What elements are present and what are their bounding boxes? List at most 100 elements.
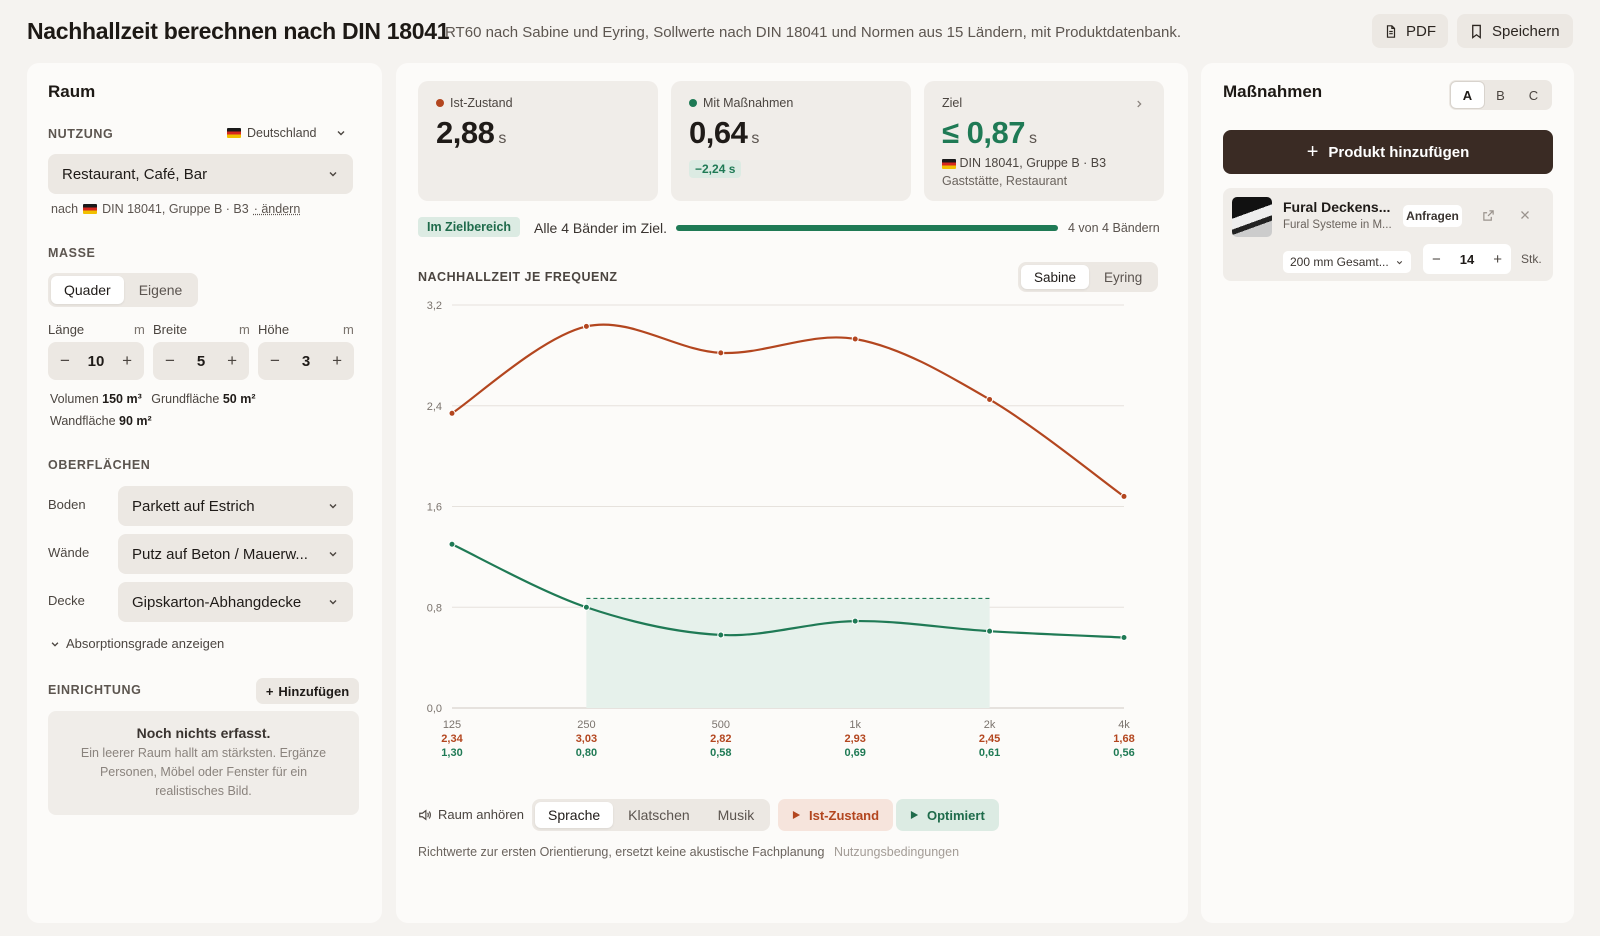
kpi-optimized: Mit Maßnahmen 0,64 s −2,24 s [671, 81, 911, 201]
y-tick-label: 0,0 [427, 703, 442, 715]
kpi-optimized-value: 0,64 s [689, 115, 759, 151]
kpi-delta-badge: −2,24 s [689, 160, 742, 178]
floor-select[interactable]: Parkett auf Estrich [118, 486, 353, 526]
add-furnishing-button[interactable]: + Hinzufügen [256, 678, 359, 704]
save-button[interactable]: Speichern [1457, 14, 1573, 48]
variant-a[interactable]: A [1451, 82, 1484, 108]
kpi-optimized-unit: s [751, 130, 759, 147]
plus-icon[interactable]: + [332, 351, 342, 370]
x-tick-label: 2k [984, 719, 996, 731]
surfaces-label: OBERFLÄCHEN [48, 458, 151, 472]
measures-title: Maßnahmen [1223, 82, 1323, 101]
play-current-button[interactable]: Ist-Zustand [778, 799, 894, 831]
minus-icon[interactable]: − [60, 351, 70, 370]
data-point-ist [717, 349, 725, 357]
plus-icon[interactable]: + [122, 351, 132, 370]
product-thumbnail [1232, 197, 1272, 237]
listen-label: Raum anhören [418, 807, 524, 822]
data-point-ist [448, 409, 456, 417]
minus-icon[interactable]: − [270, 351, 280, 370]
series-line-ist [451, 323, 1125, 498]
target-norm-text: DIN 18041, Gruppe B · B3 [959, 156, 1107, 170]
shape-toggle: Quader Eigene [48, 273, 199, 307]
sound-klatschen[interactable]: Klatschen [628, 807, 690, 823]
quantity-stepper: − 14 + [1423, 244, 1511, 274]
minus-icon[interactable]: − [1432, 250, 1441, 268]
variant-c[interactable]: C [1528, 87, 1539, 103]
external-link-icon[interactable] [1482, 209, 1495, 222]
shape-option-quader[interactable]: Quader [51, 276, 124, 304]
document-icon [1386, 24, 1396, 38]
quantity-value[interactable]: 14 [1459, 251, 1475, 267]
thickness-select[interactable]: 200 mm Gesamt... [1283, 251, 1411, 273]
data-point-mit [717, 631, 725, 639]
shape-option-eigene[interactable]: Eigene [138, 282, 183, 298]
absorption-toggle[interactable]: Absorptionsgrade anzeigen [50, 636, 224, 651]
speaker-icon [419, 808, 431, 821]
terms-link[interactable]: Nutzungsbedingungen [833, 845, 960, 859]
request-button[interactable]: Anfragen [1403, 205, 1462, 227]
data-label-ist: 2,82 [710, 733, 731, 745]
target-norm-sub: Gaststätte, Restaurant [942, 174, 1068, 188]
length-label: Länge [48, 322, 85, 337]
x-tick-label: 500 [712, 719, 730, 731]
height-unit: m [343, 322, 354, 337]
kpi-optimized-label-text: Mit Maßnahmen [703, 96, 794, 110]
disclaimer: Richtwerte zur ersten Orientierung, erse… [418, 845, 959, 859]
kpi-target-number: ≤ 0,87 [942, 115, 1025, 150]
method-sabine[interactable]: Sabine [1021, 265, 1090, 289]
play-optimized-button[interactable]: Optimiert [896, 799, 999, 831]
volume-stats: Volumen 150 m³ Grundfläche 50 m² [50, 392, 255, 406]
method-toggle: Sabine Eyring [1018, 262, 1159, 292]
data-label-mit: 0,56 [1113, 747, 1134, 759]
walls-select[interactable]: Putz auf Beton / Mauerw... [118, 534, 353, 574]
width-stepper: − 5 + [153, 342, 249, 380]
chevron-down-icon [337, 131, 344, 136]
floor-value: Parkett auf Estrich [132, 497, 255, 515]
plus-icon: + [265, 683, 274, 699]
country-select[interactable]: Deutschland [227, 126, 347, 140]
listen-controls: Raum anhören Sprache Klatschen Musik Ist… [418, 799, 1178, 831]
kpi-optimized-label: Mit Maßnahmen [689, 96, 793, 110]
variant-b[interactable]: B [1496, 87, 1505, 103]
data-label-mit: 1,30 [441, 747, 462, 759]
play-optimized-label: Optimiert [927, 807, 985, 823]
add-product-button[interactable]: + Produkt hinzufügen [1223, 130, 1553, 174]
pdf-label: PDF [1406, 22, 1436, 40]
wall-area-value: 90 m² [119, 414, 152, 428]
play-current-label: Ist-Zustand [809, 807, 880, 823]
volume-label: Volumen [50, 392, 99, 406]
chevron-right-icon [1137, 100, 1142, 108]
chart-title: NACHHALLZEIT JE FREQUENZ [418, 270, 618, 284]
norm-change-link[interactable]: · ändern [253, 202, 301, 216]
kpi-current-number: 2,88 [436, 115, 495, 150]
in-target-badge: Im Zielbereich [418, 217, 521, 237]
ceiling-select[interactable]: Gipskarton-Abhangdecke [118, 582, 353, 622]
sound-sprache[interactable]: Sprache [535, 802, 614, 828]
chevron-down-icon [1396, 260, 1403, 264]
measures-panel: Maßnahmen A B C + Produkt hinzufügen Fur… [1201, 63, 1574, 923]
height-value[interactable]: 3 [301, 352, 311, 370]
page-title: Nachhallzeit berechnen nach DIN 18041 [27, 18, 450, 44]
sound-musik[interactable]: Musik [717, 807, 755, 823]
method-eyring[interactable]: Eyring [1104, 269, 1143, 285]
kpi-current-value: 2,88 s [436, 115, 506, 151]
kpi-target-norm: DIN 18041, Gruppe B · B3 Gaststätte, Res… [942, 154, 1106, 190]
chevron-down-icon [329, 172, 337, 177]
norm-prefix: nach [51, 202, 79, 216]
data-point-mit [1120, 633, 1128, 641]
plus-icon[interactable]: + [1493, 250, 1502, 268]
length-value[interactable]: 10 [87, 352, 105, 370]
close-icon[interactable] [1519, 209, 1531, 221]
width-value[interactable]: 5 [196, 352, 206, 370]
kpi-target[interactable]: Ziel ≤ 0,87 s DIN 18041, Gruppe B · B3 Ga… [924, 81, 1164, 201]
pdf-button[interactable]: PDF [1372, 14, 1448, 48]
usage-select[interactable]: Restaurant, Café, Bar [48, 154, 353, 194]
status-text: Alle 4 Bänder im Ziel. [534, 220, 668, 236]
product-card: Fural Deckens... Fural Systeme in M... A… [1223, 188, 1553, 281]
furnishing-label: EINRICHTUNG [48, 683, 142, 697]
chevron-down-icon [329, 552, 337, 557]
plus-icon[interactable]: + [227, 351, 237, 370]
y-tick-label: 3,2 [427, 300, 442, 312]
minus-icon[interactable]: − [165, 351, 175, 370]
